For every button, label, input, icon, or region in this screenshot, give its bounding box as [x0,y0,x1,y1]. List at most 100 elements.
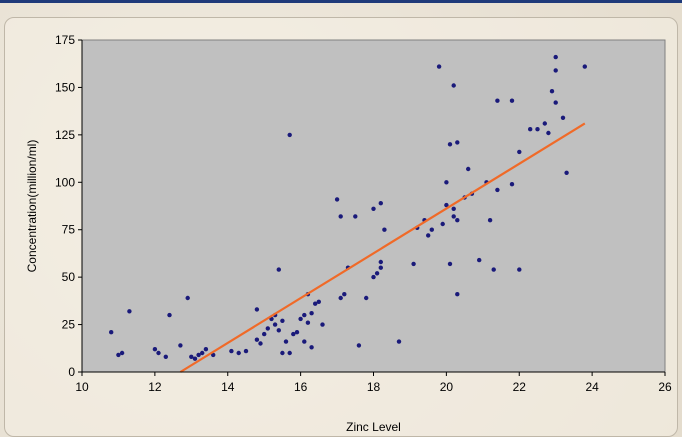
data-point [495,187,500,193]
data-point [564,170,569,175]
data-point [178,343,183,348]
data-point [320,322,325,327]
data-point [542,121,547,126]
data-point [342,292,347,297]
data-point [309,345,314,350]
y-tick-label: 175 [55,33,75,47]
y-tick-label: 150 [55,80,75,94]
data-point [371,206,376,211]
data-point [455,218,460,223]
y-axis-title: Concentration(million/ml) [25,140,39,273]
data-point [517,267,522,272]
x-tick-label: 18 [367,380,381,394]
data-point [276,267,281,272]
x-tick-label: 22 [513,380,527,394]
data-point [455,140,460,145]
data-point [243,348,249,354]
data-point [163,354,168,359]
data-point [338,295,343,301]
data-point [287,132,292,138]
y-axis-ticks: 0 25 50 75 100 125 150 175 [55,33,82,379]
data-point [356,343,362,348]
data-point [426,233,431,238]
data-point [254,307,260,312]
data-point [560,115,566,121]
data-point [517,149,522,155]
data-point [451,214,456,219]
data-point [509,98,515,103]
data-point [396,339,402,344]
data-point [236,350,241,356]
data-point [447,142,453,147]
data-point [196,352,201,358]
data-point [294,330,300,335]
x-axis-ticks: 10 12 14 16 18 20 22 24 26 [75,372,672,394]
data-point [291,331,296,337]
data-point [338,214,343,219]
data-point [495,98,500,103]
data-point [535,127,540,132]
y-tick-label: 100 [55,175,75,189]
data-point [477,257,482,263]
data-point [203,347,209,352]
data-point [353,214,358,219]
data-point [298,316,303,322]
x-tick-label: 24 [585,380,599,394]
y-tick-label: 25 [62,318,76,332]
data-point [374,271,380,276]
data-point [382,227,387,232]
data-point [189,354,194,359]
data-point [302,312,307,318]
data-point [371,274,376,280]
data-point [313,301,318,306]
data-point [276,328,281,333]
data-point [491,267,496,272]
data-point [127,309,132,314]
scatter-chart: 10 12 14 16 18 20 22 24 26 0 25 50 75 100 125 150 175 Z… [25,33,672,434]
data-point [152,347,158,352]
x-axis-title: Zinc Level [346,420,401,434]
data-point [316,299,321,304]
data-point [272,322,278,327]
x-tick-label: 16 [294,380,308,394]
data-point [258,341,263,346]
data-point [229,348,234,354]
data-point [444,180,449,185]
data-point [378,201,383,206]
data-point [302,339,307,344]
data-point [378,259,383,265]
data-point [582,64,587,69]
data-point [509,182,515,187]
data-point [440,221,445,227]
data-point [119,350,125,356]
data-point [109,330,114,335]
data-point [451,83,456,88]
data-point [429,227,434,232]
y-tick-label: 0 [68,365,75,379]
y-tick-label: 125 [55,128,75,142]
data-point [280,350,285,356]
data-point [455,292,460,297]
data-point [553,100,558,105]
data-point [546,130,551,136]
x-tick-label: 14 [221,380,235,394]
data-point [528,127,533,132]
y-tick-label: 50 [62,270,76,284]
trendline [179,122,586,373]
x-tick-label: 20 [440,380,454,394]
data-point [262,331,267,337]
data-point [334,197,340,202]
data-point [378,265,383,270]
data-point [200,350,205,356]
data-point [466,166,471,172]
data-point [553,54,558,60]
data-point [185,295,190,301]
data-point [192,356,198,361]
data-point [309,311,314,316]
data-point [364,295,369,301]
data-point [265,326,270,331]
data-point [254,337,260,342]
data-point [167,312,172,318]
x-tick-label: 12 [148,380,162,394]
